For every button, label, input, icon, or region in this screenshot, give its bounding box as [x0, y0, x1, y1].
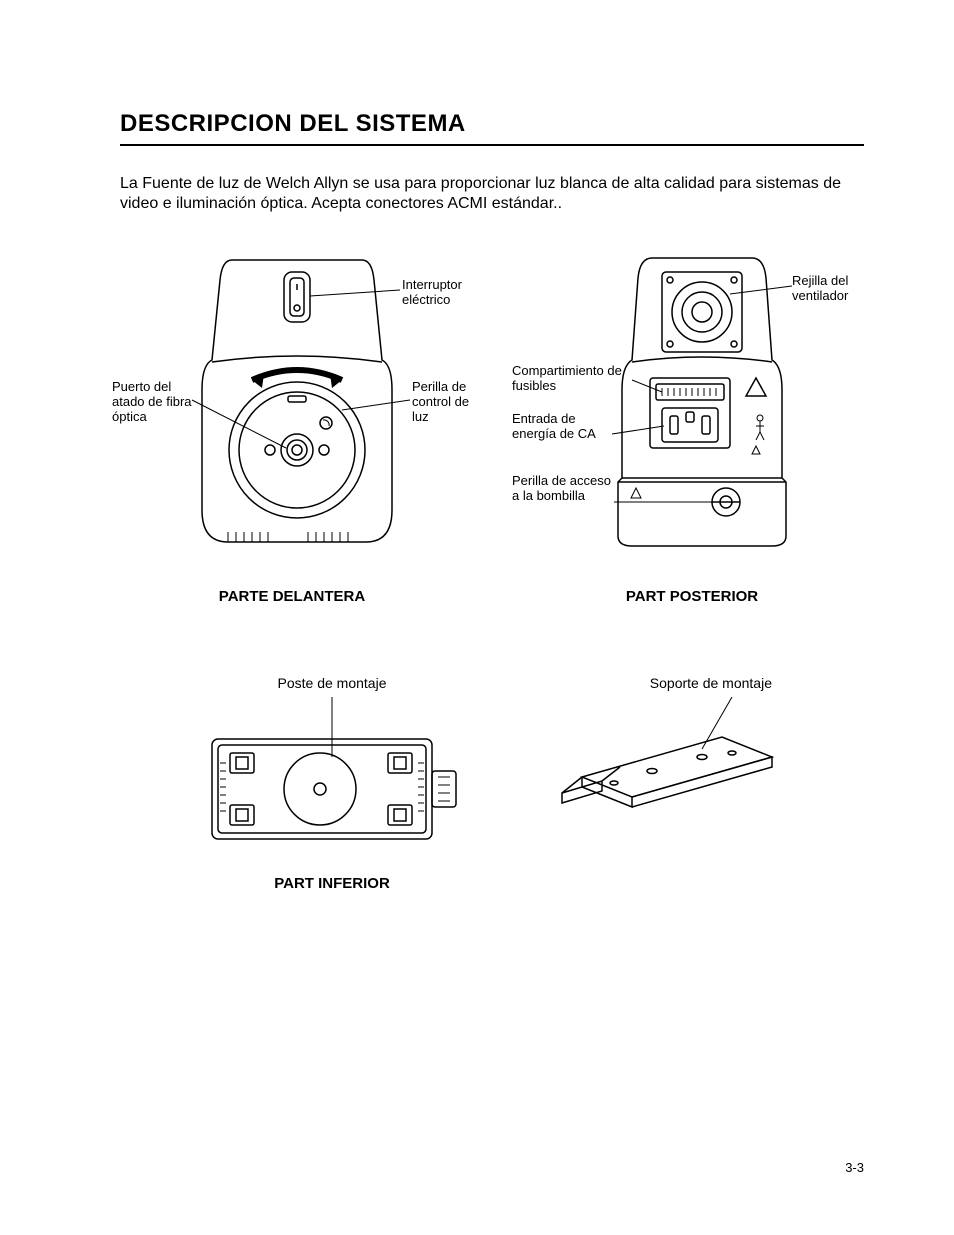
callout-ac: Entrada de energía de CA: [512, 412, 612, 442]
bracket-svg: [542, 697, 792, 837]
intro-paragraph: La Fuente de luz de Welch Allyn se usa p…: [120, 174, 864, 214]
callout-fuse: Compartimiento de fusibles: [512, 364, 622, 394]
rear-caption: PART POSTERIOR: [626, 588, 758, 605]
front-view-block: Interruptor eléctrico Perilla de control…: [112, 250, 472, 605]
front-caption: PARTE DELANTERA: [219, 588, 365, 605]
bracket-label: Soporte de montaje: [650, 675, 772, 691]
bottom-figures-row: Poste de montaje: [120, 675, 864, 892]
bracket-block: Soporte de montaje: [542, 675, 792, 892]
callout-fan: Rejilla del ventilador: [792, 274, 872, 304]
bottom-caption: PART INFERIOR: [274, 875, 390, 892]
rear-diagram-area: Rejilla del ventilador Compartimiento de…: [512, 250, 872, 570]
rear-view-block: Rejilla del ventilador Compartimiento de…: [512, 250, 872, 605]
callout-lamp: Perilla de acceso a la bombilla: [512, 474, 612, 504]
bottom-device-svg: [192, 697, 472, 857]
title-rule: [120, 144, 864, 146]
top-figures-row: Interruptor eléctrico Perilla de control…: [120, 250, 864, 605]
bottom-view-block: Poste de montaje: [192, 675, 472, 892]
manual-page: DESCRIPCION DEL SISTEMA La Fuente de luz…: [0, 0, 954, 1235]
mount-post-label: Poste de montaje: [278, 675, 387, 691]
callout-switch: Interruptor eléctrico: [402, 278, 472, 308]
callout-knob: Perilla de control de luz: [412, 380, 472, 425]
page-number: 3-3: [845, 1160, 864, 1175]
front-diagram-area: Interruptor eléctrico Perilla de control…: [112, 250, 472, 570]
callout-port: Puerto del atado de fibra óptica: [112, 380, 192, 425]
page-title: DESCRIPCION DEL SISTEMA: [120, 110, 864, 138]
